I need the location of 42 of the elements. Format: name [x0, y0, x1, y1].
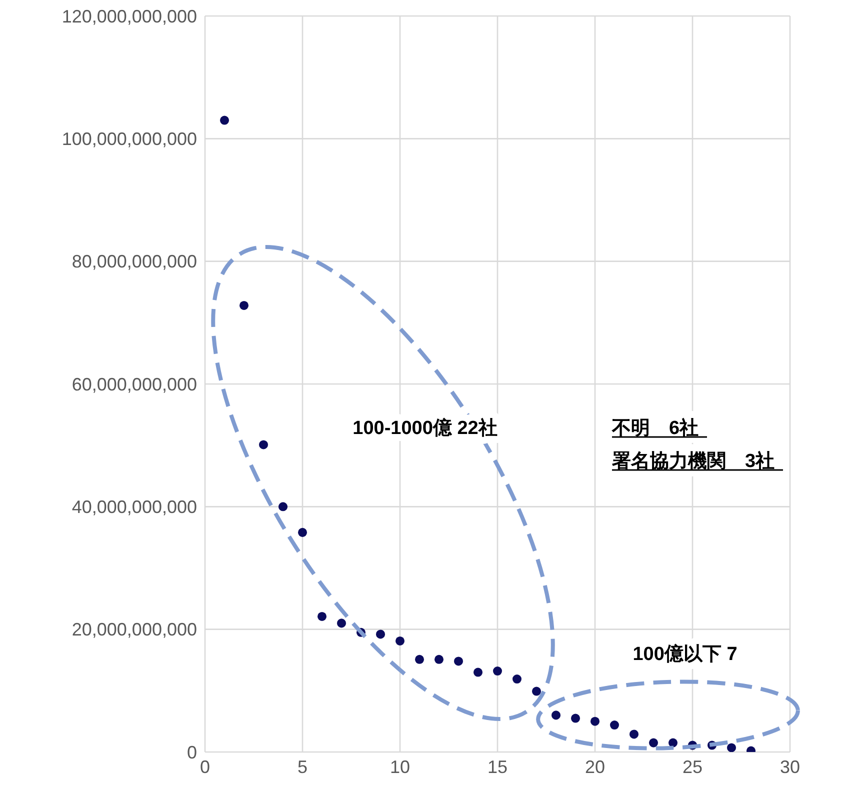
x-tick-label: 20: [584, 756, 606, 777]
x-tick-label: 0: [200, 756, 210, 777]
point: [434, 654, 444, 664]
x-tick-label: 10: [390, 756, 410, 777]
point: [668, 738, 678, 748]
point: [317, 612, 327, 621]
y-tick-label: 0: [186, 742, 197, 762]
point: [570, 714, 580, 723]
point: [551, 710, 561, 720]
point: [376, 630, 386, 639]
x-tick-label: 5: [297, 756, 308, 777]
x-tick-label: 25: [682, 756, 703, 777]
point: [492, 666, 502, 676]
x-tick-label: 15: [487, 756, 508, 777]
point: [590, 716, 600, 726]
y-tick-label: 80,000,000,000: [72, 252, 197, 272]
y-tick-label: 100,000,000,000: [62, 129, 197, 150]
point: [414, 654, 424, 664]
point: [648, 738, 658, 748]
point: [258, 440, 268, 450]
point: [454, 656, 464, 666]
point: [336, 618, 346, 628]
point: [298, 528, 308, 537]
annotation: 不明 6社: [611, 417, 699, 439]
point: [629, 730, 639, 739]
y-tick-label: 20,000,000,000: [72, 620, 197, 640]
point: [532, 686, 542, 696]
point: [220, 116, 230, 125]
point: [239, 300, 249, 310]
point: [512, 674, 522, 684]
x-tick-label: 30: [780, 756, 800, 777]
y-tick-label: 120,000,000,000: [62, 6, 197, 26]
annotation: 署名協力機関 3社: [611, 450, 775, 472]
point: [726, 743, 736, 752]
annotation: 100-1000億 22社: [352, 417, 498, 439]
y-tick-label: 40,000,000,000: [72, 497, 197, 518]
annotation: 100億以下 7: [632, 643, 738, 665]
point: [473, 668, 483, 677]
point: [278, 502, 288, 512]
point: [395, 636, 405, 646]
y-tick-label: 60,000,000,000: [72, 374, 197, 394]
point: [610, 720, 620, 730]
